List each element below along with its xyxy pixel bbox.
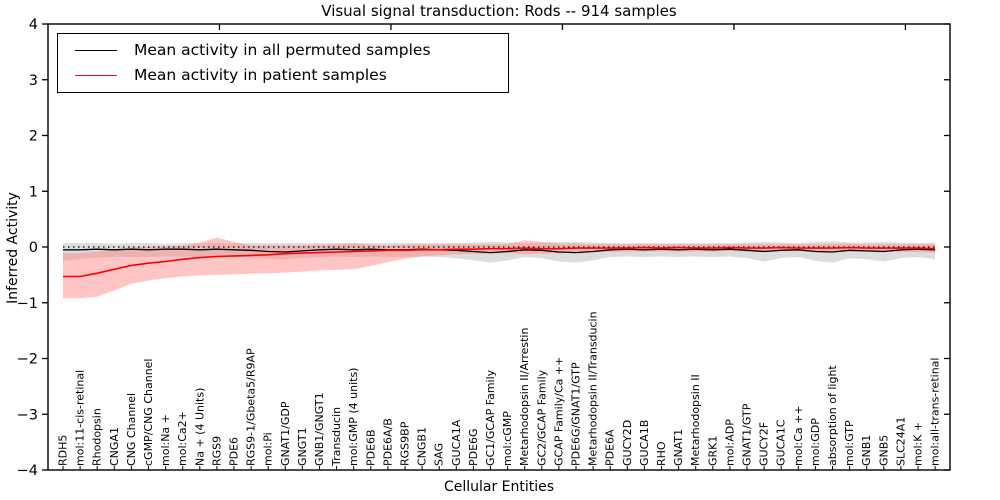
x-category-label: Transducin <box>330 407 343 467</box>
x-category-label: mol:GDP <box>809 418 822 466</box>
x-category-label: GNB5 <box>877 435 890 466</box>
x-category-label: Metarhodopsin II/Transducin <box>587 311 600 466</box>
x-category-label: GNAT1/GDP <box>279 401 292 466</box>
permuted-line-swatch <box>75 50 117 52</box>
x-category-label: GC1/GCAP Family <box>484 369 497 466</box>
legend-entry-patient: Mean activity in patient samples <box>58 65 508 84</box>
x-category-label: mol:Ca2+ <box>176 411 189 466</box>
x-category-label: GUCA1A <box>450 419 463 466</box>
x-category-label: CNGB1 <box>416 427 429 466</box>
x-category-label: mol:Na + <box>159 414 172 466</box>
x-category-label: RHO <box>655 441 668 466</box>
x-category-label: PDE6 <box>228 437 241 466</box>
x-category-label: mol:K + <box>912 422 925 466</box>
patient-mean-line <box>63 246 936 278</box>
x-category-label: CNG Channel <box>125 393 138 466</box>
chart-title: Visual signal transduction: Rods -- 914 … <box>321 2 677 20</box>
x-category-label: PDE6B <box>364 429 377 466</box>
permuted-mean-line <box>63 248 936 254</box>
legend: Mean activity in all permuted samples Me… <box>57 33 509 93</box>
x-category-label: PDE6G <box>467 428 480 466</box>
x-category-label: mol:ADP <box>723 419 736 466</box>
x-category-label: RGS9 <box>210 436 223 466</box>
y-tick-label: 3 <box>29 73 38 89</box>
x-category-label: GNB1/GNGT1 <box>313 392 326 466</box>
x-axis-title: Cellular Entities <box>443 479 555 495</box>
x-category-label: Rhodopsin <box>91 408 104 466</box>
x-category-label: GUCA1B <box>638 420 651 466</box>
y-axis-title: Inferred Activity <box>5 192 21 304</box>
x-category-label: GUCY2F <box>758 422 771 466</box>
x-category-label: GNGT1 <box>296 427 309 466</box>
x-category-label: mol:cGMP <box>501 411 514 466</box>
x-category-label: RGS9BP <box>399 421 412 466</box>
x-category-label: absorption of light <box>826 365 839 466</box>
x-category-label: Na + (4 Units) <box>193 388 206 466</box>
x-category-label: mol:Pi <box>262 432 275 466</box>
legend-entry-permuted: Mean activity in all permuted samples <box>58 41 508 59</box>
x-category-label: mol:all-trans-retinal <box>929 358 942 466</box>
y-tick-label: −1 <box>17 296 38 312</box>
x-category-label: SAG <box>433 443 446 466</box>
x-category-label: RDH5 <box>57 435 70 466</box>
x-category-label: PDE6A <box>604 429 617 466</box>
x-category-label: mol:GTP <box>843 420 856 466</box>
x-category-label: GC2/GCAP Family <box>535 369 548 466</box>
y-tick-label: −4 <box>17 463 38 479</box>
x-category-label: Metarhodopsin II/Arrestin <box>518 328 531 466</box>
y-tick-label: 1 <box>29 184 38 200</box>
y-tick-label: −2 <box>17 352 38 368</box>
patient-line-swatch <box>75 74 117 76</box>
x-category-label: GRK1 <box>706 436 719 466</box>
x-category-label: GNAT1/GTP <box>741 403 754 466</box>
x-category-label: GNB1 <box>860 435 873 466</box>
x-category-label: GNAT1 <box>672 429 685 466</box>
patient-confidence-band <box>63 237 936 299</box>
x-category-label: RGS9-1/Gbeta5/R9AP <box>245 348 258 466</box>
y-tick-label: 2 <box>29 129 38 145</box>
y-tick-label: 4 <box>29 17 38 33</box>
x-category-label: cGMP/CNG Channel <box>142 359 155 467</box>
x-category-label: GUCA1C <box>775 419 788 466</box>
x-category-label: mol:Ca ++ <box>792 405 805 466</box>
x-category-label: CNGA1 <box>108 427 121 466</box>
x-category-label: mol:GMP (4 units) <box>347 368 360 466</box>
x-category-label: PDE6A/B <box>381 418 394 466</box>
x-category-label: Metarhodopsin II <box>689 374 702 466</box>
x-category-label: GCAP Family/Ca ++ <box>552 357 565 466</box>
legend-label: Mean activity in all permuted samples <box>134 41 431 59</box>
legend-label: Mean activity in patient samples <box>134 65 387 84</box>
y-tick-label: 0 <box>29 240 38 256</box>
x-category-label: PDE6G/GNAT1/GTP <box>570 362 583 466</box>
y-tick-label: −3 <box>17 407 38 423</box>
x-category-label: SLC24A1 <box>894 417 907 466</box>
x-category-label: mol:11-cis-retinal <box>74 370 87 466</box>
x-category-label: GUCY2D <box>621 420 634 466</box>
